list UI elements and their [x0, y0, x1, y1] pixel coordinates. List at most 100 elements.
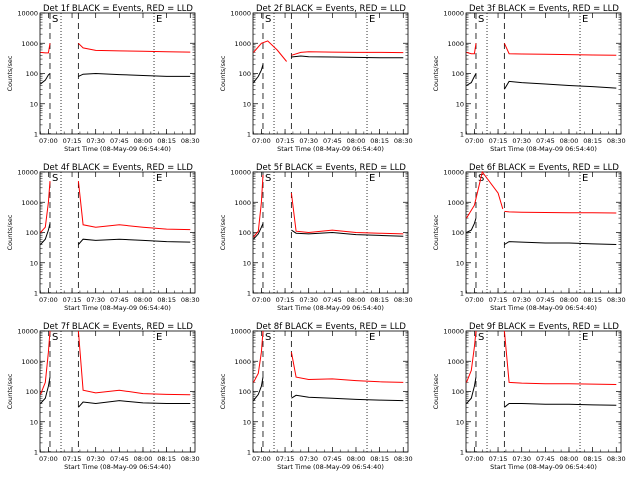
- x-tick-label: 07:45: [536, 296, 555, 304]
- panel-title: Det 4f BLACK = Events, RED = LLD: [43, 163, 193, 173]
- end-marker: E: [582, 332, 588, 343]
- y-tick-label: 10000: [17, 169, 38, 177]
- series-events-post: [78, 238, 191, 245]
- panel-title: Det 9f BLACK = Events, RED = LLD: [469, 322, 619, 332]
- y-tick-label: 100: [239, 388, 251, 396]
- series-lld-pre: [253, 330, 264, 383]
- start-marker: S: [265, 332, 271, 343]
- series-events-post: [291, 55, 404, 59]
- series-events-pre: [253, 64, 264, 83]
- series-lld-post: [77, 330, 191, 396]
- plot-frame: [39, 12, 196, 135]
- panel-title: Det 8f BLACK = Events, RED = LLD: [256, 322, 406, 332]
- x-tick-label: 08:00: [560, 137, 579, 145]
- x-tick-label: 07:00: [39, 137, 58, 145]
- series-events-post: [504, 403, 617, 408]
- y-axis-label: Counts/sec: [432, 214, 440, 250]
- y-tick-label: 10: [456, 100, 464, 108]
- series-lld-pre: [40, 181, 51, 233]
- y-tick-label: 10: [30, 259, 38, 267]
- x-tick-label: 08:15: [370, 455, 389, 463]
- y-tick-label: 100: [452, 388, 464, 396]
- x-axis-label: Start Time (08-May-09 06:54:40): [277, 145, 384, 153]
- end-marker: E: [369, 14, 375, 25]
- y-tick-label: 1: [460, 290, 464, 298]
- series-lld-post: [290, 352, 404, 383]
- panel-title: Det 5f BLACK = Events, RED = LLD: [256, 163, 406, 173]
- panel-title: Det 6f BLACK = Events, RED = LLD: [469, 163, 619, 173]
- x-tick-label: 08:00: [347, 296, 366, 304]
- series-events-post: [291, 229, 404, 237]
- plot-frame: [252, 330, 409, 453]
- panel-det-5: Det 5f BLACK = Events, RED = LLD 1 10 100 10…: [219, 163, 413, 312]
- series-events-pre: [466, 377, 477, 404]
- x-tick-label: 08:15: [583, 296, 602, 304]
- y-tick-label: 10: [243, 100, 251, 108]
- series-events-post: [503, 80, 617, 90]
- start-marker: S: [478, 14, 484, 25]
- y-tick-label: 10: [243, 418, 251, 426]
- x-axis-label: Start Time (08-May-09 06:54:40): [277, 304, 384, 312]
- end-marker: E: [582, 173, 588, 184]
- x-tick-label: 08:00: [347, 455, 366, 463]
- x-tick-label: 08:30: [394, 455, 413, 463]
- end-marker: E: [369, 332, 375, 343]
- x-tick-label: 07:15: [63, 455, 82, 463]
- y-tick-label: 10: [30, 418, 38, 426]
- start-marker: S: [478, 332, 484, 343]
- x-tick-label: 08:15: [370, 137, 389, 145]
- y-tick-label: 10000: [443, 10, 464, 18]
- y-axis-label: Counts/sec: [6, 214, 14, 250]
- x-tick-label: 08:30: [394, 137, 413, 145]
- x-axis-label: Start Time (08-May-09 06:54:40): [64, 463, 171, 471]
- x-tick-label: 07:15: [276, 455, 295, 463]
- x-tick-label: 08:00: [347, 137, 366, 145]
- y-tick-label: 10: [30, 100, 38, 108]
- x-tick-label: 07:45: [323, 296, 342, 304]
- x-tick-label: 07:45: [323, 455, 342, 463]
- x-tick-label: 07:45: [110, 296, 129, 304]
- series-lld-post: [504, 210, 617, 214]
- y-axis-label: Counts/sec: [432, 373, 440, 409]
- x-tick-label: 08:15: [157, 296, 176, 304]
- y-tick-label: 100: [26, 229, 38, 237]
- series-lld-pre: [40, 43, 51, 54]
- y-tick-label: 1: [34, 131, 38, 139]
- y-axis-label: Counts/sec: [219, 373, 227, 409]
- panel-title: Det 1f BLACK = Events, RED = LLD: [43, 4, 193, 14]
- y-axis-label: Counts/sec: [432, 55, 440, 91]
- y-tick-label: 1: [247, 131, 251, 139]
- y-tick-label: 10000: [443, 328, 464, 336]
- y-tick-label: 100: [452, 70, 464, 78]
- x-tick-label: 07:00: [252, 296, 271, 304]
- x-tick-label: 08:15: [157, 137, 176, 145]
- panel-det-3: Det 3f BLACK = Events, RED = LLD 1 10 100 10…: [432, 4, 626, 153]
- x-tick-label: 08:15: [370, 296, 389, 304]
- x-tick-label: 07:00: [252, 137, 271, 145]
- x-tick-label: 07:15: [63, 296, 82, 304]
- series-lld-post: [77, 181, 191, 231]
- x-tick-label: 07:45: [110, 137, 129, 145]
- series-events-pre: [40, 377, 51, 404]
- x-tick-label: 07:00: [39, 455, 58, 463]
- x-tick-label: 08:30: [607, 137, 626, 145]
- panel-det-4: Det 4f BLACK = Events, RED = LLD 1 10 100 10…: [6, 163, 200, 312]
- y-tick-label: 10000: [17, 328, 38, 336]
- series-events-post: [78, 72, 191, 77]
- x-tick-label: 07:45: [323, 137, 342, 145]
- y-tick-label: 100: [239, 229, 251, 237]
- y-tick-label: 10000: [17, 10, 38, 18]
- x-axis-label: Start Time (08-May-09 06:54:40): [64, 304, 171, 312]
- end-marker: E: [156, 14, 162, 25]
- y-tick-label: 10: [456, 259, 464, 267]
- y-tick-label: 1: [247, 290, 251, 298]
- series-lld-post: [78, 42, 191, 53]
- panel-det-7: Det 7f BLACK = Events, RED = LLD 1 10 100 10…: [6, 322, 200, 471]
- x-tick-label: 08:30: [181, 455, 200, 463]
- end-marker: E: [156, 173, 162, 184]
- y-tick-label: 100: [239, 70, 251, 78]
- series-events-post: [78, 400, 191, 408]
- x-axis-label: Start Time (08-May-09 06:54:40): [490, 145, 597, 153]
- y-axis-label: Counts/sec: [219, 55, 227, 91]
